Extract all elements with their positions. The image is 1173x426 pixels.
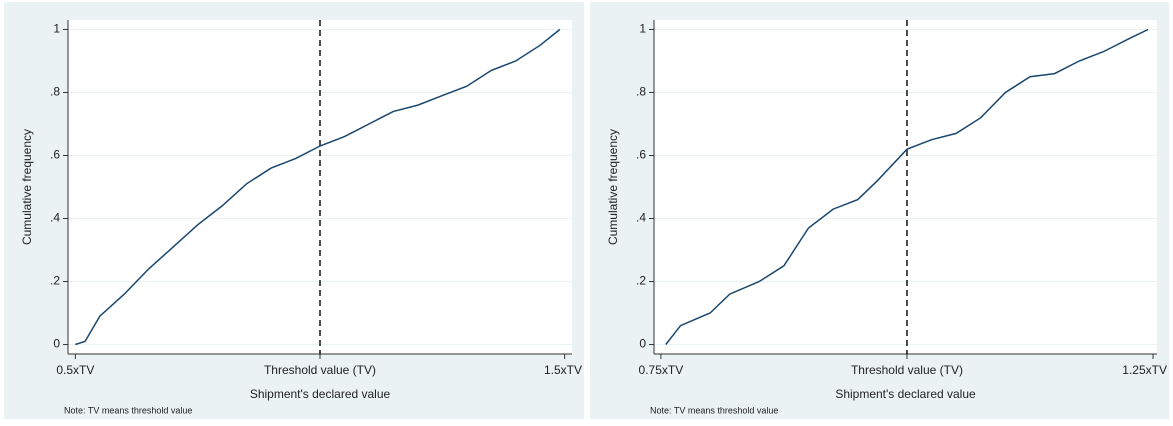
x-tick-label: 1.5xTV (544, 363, 582, 377)
y-axis-label: Cumulative frequency (606, 129, 620, 245)
x-axis-label: Shipment's declared value (835, 387, 976, 401)
y-tick-label: .2 (50, 274, 60, 288)
chart-panel: 0 .2 .4 .6 .8 1 0.75xTV Threshold value (TV) 1.2… (590, 2, 1169, 419)
y-tick-label: 0 (53, 337, 60, 351)
y-tick-label: 0 (639, 337, 646, 351)
y-tick-label: 1 (639, 22, 646, 36)
y-tick-label: .6 (50, 148, 60, 162)
note: Note: TV means threshold value (64, 405, 192, 415)
chart-panel: 0 .2 .4 .6 .8 1 0.5xTV Threshold value (TV) 1.5x… (4, 2, 584, 419)
x-tick-label: 0.75xTV (639, 363, 684, 377)
x-tick-label: 1.25xTV (1122, 363, 1167, 377)
x-tick-label: 0.5xTV (56, 363, 94, 377)
y-tick-label: .6 (636, 148, 646, 162)
x-tick-label: Threshold value (TV) (851, 363, 963, 377)
data-line (75, 28, 561, 346)
x-axis-label: Shipment's declared value (250, 387, 391, 401)
y-tick-label: 1 (53, 22, 60, 36)
y-tick-label: .8 (50, 85, 60, 99)
x-tick-label: Threshold value (TV) (264, 363, 376, 377)
y-tick-label: .8 (636, 85, 646, 99)
y-axis-label: Cumulative frequency (20, 129, 34, 245)
data-line (665, 28, 1149, 345)
note: Note: TV means threshold value (650, 405, 778, 415)
y-tick-label: .2 (636, 274, 646, 288)
plot-area (654, 20, 1157, 354)
y-tick-label: .4 (636, 211, 646, 225)
y-tick-label: .4 (50, 211, 60, 225)
